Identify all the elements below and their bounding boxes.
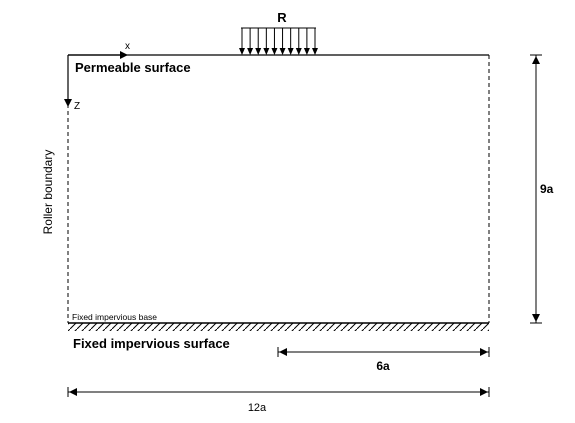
load-label: R — [277, 10, 287, 25]
half-width-arrowhead-left — [279, 348, 287, 356]
load-arrowhead — [295, 48, 302, 55]
height-label: 9a — [540, 182, 554, 196]
width-arrowhead-left — [69, 388, 77, 396]
width-arrowhead-right — [480, 388, 488, 396]
x-axis-label: x — [125, 41, 130, 52]
fixed-impervious-surface-label: Fixed impervious surface — [73, 336, 230, 351]
load-arrowhead — [263, 48, 270, 55]
load-arrowhead — [271, 48, 278, 55]
z-axis-arrowhead — [64, 99, 72, 107]
fixed-impervious-base-label: Fixed impervious base — [72, 312, 157, 322]
z-axis-label: Z — [74, 101, 80, 112]
base-hatching — [68, 323, 489, 331]
load-arrowhead — [239, 48, 245, 55]
half-width-label: 6a — [376, 359, 390, 373]
roller-boundary-label: Roller boundary — [41, 150, 55, 235]
x-axis-arrowhead — [120, 51, 128, 59]
load-arrowhead — [312, 48, 318, 55]
load-arrowhead — [303, 48, 310, 55]
half-width-arrowhead-right — [480, 348, 488, 356]
load-arrowhead — [279, 48, 286, 55]
load-arrowhead — [255, 48, 262, 55]
height-arrowhead-top — [532, 56, 540, 64]
height-arrowhead-bottom — [532, 314, 540, 322]
load-arrowhead — [287, 48, 294, 55]
width-label: 12a — [248, 402, 267, 414]
permeable-surface-label: Permeable surface — [75, 60, 191, 75]
load-arrows — [239, 28, 318, 55]
load-arrowhead — [247, 48, 254, 55]
